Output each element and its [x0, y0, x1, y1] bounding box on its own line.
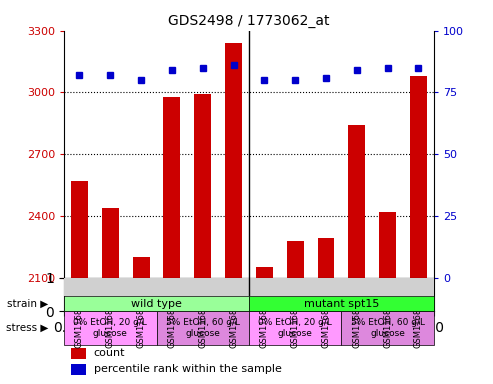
Bar — [71, 348, 86, 359]
Text: stress ▶: stress ▶ — [6, 323, 49, 333]
Bar — [287, 240, 304, 278]
Text: 5% EtOH, 60 g/L
glucose: 5% EtOH, 60 g/L glucose — [166, 318, 240, 338]
FancyBboxPatch shape — [249, 311, 341, 344]
Title: GDS2498 / 1773062_at: GDS2498 / 1773062_at — [168, 14, 330, 28]
Bar — [317, 238, 334, 278]
Bar — [410, 76, 427, 278]
Bar — [102, 208, 119, 278]
Bar — [194, 94, 211, 278]
FancyBboxPatch shape — [249, 296, 434, 311]
Text: 5% EtOH, 60 g/L
glucose: 5% EtOH, 60 g/L glucose — [351, 318, 424, 338]
FancyBboxPatch shape — [64, 311, 157, 344]
Bar — [225, 43, 242, 278]
FancyBboxPatch shape — [64, 296, 249, 311]
Text: wild type: wild type — [131, 298, 182, 308]
Text: count: count — [94, 348, 125, 359]
Bar — [164, 96, 180, 278]
Bar — [256, 267, 273, 278]
Bar — [133, 257, 149, 278]
FancyBboxPatch shape — [341, 311, 434, 344]
Bar — [349, 125, 365, 278]
Text: percentile rank within the sample: percentile rank within the sample — [94, 364, 282, 374]
Text: 0% EtOH, 20 g/L
glucose: 0% EtOH, 20 g/L glucose — [73, 318, 147, 338]
FancyBboxPatch shape — [157, 311, 249, 344]
Bar — [71, 181, 88, 278]
Bar — [71, 364, 86, 375]
Text: strain ▶: strain ▶ — [7, 298, 49, 308]
Text: 0% EtOH, 20 g/L
glucose: 0% EtOH, 20 g/L glucose — [258, 318, 332, 338]
Text: mutant spt15: mutant spt15 — [304, 298, 379, 308]
Bar — [379, 212, 396, 278]
